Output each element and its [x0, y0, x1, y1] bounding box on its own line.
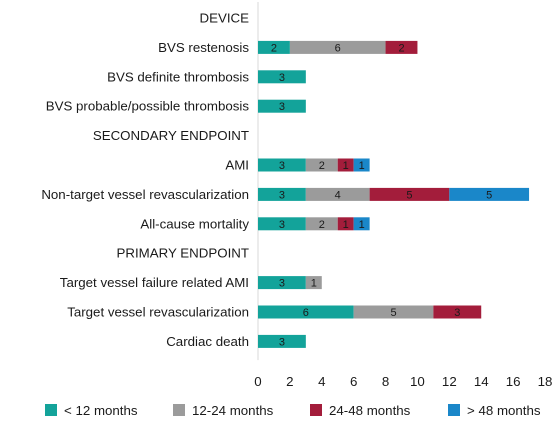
bar-segment [305, 217, 338, 231]
legend-swatch [310, 404, 322, 416]
bar-segment [385, 40, 418, 54]
bar-value-label: 1 [359, 219, 365, 231]
x-tick-label: 6 [350, 374, 357, 389]
legend-swatch [45, 404, 57, 416]
x-tick-label: 12 [442, 374, 457, 389]
category-label: BVS restenosis [158, 40, 249, 55]
bar-segment [433, 305, 482, 319]
legend-label: < 12 months [64, 403, 138, 418]
legend-label: 24-48 months [329, 403, 411, 418]
bar-segment [258, 305, 354, 319]
x-tick-label: 10 [410, 374, 425, 389]
bar-segment [305, 187, 370, 201]
bar-value-label: 3 [279, 219, 285, 231]
category-label: BVS probable/possible thrombosis [46, 99, 250, 114]
bar-value-label: 1 [343, 219, 349, 231]
bar-segment [289, 40, 386, 54]
bar-value-label: 2 [398, 42, 404, 54]
bar-value-label: 3 [279, 189, 285, 201]
bar-value-label: 3 [279, 278, 285, 290]
bar-value-label: 5 [486, 189, 492, 201]
bar-segment [337, 217, 354, 231]
category-label: Non-target vessel revascularization [41, 187, 249, 202]
legend-swatch [448, 404, 460, 416]
bar-segment [353, 305, 434, 319]
bar-value-label: 1 [359, 160, 365, 172]
bar-segment [353, 217, 370, 231]
legend-label: > 48 months [467, 403, 541, 418]
category-label: Target vessel revascularization [67, 305, 249, 320]
bar-value-label: 6 [303, 307, 309, 319]
bar-value-label: 3 [279, 160, 285, 172]
bar-value-label: 3 [279, 72, 285, 84]
bar-segment [258, 40, 290, 54]
bar-segment [337, 158, 354, 172]
legend-swatch [173, 404, 185, 416]
bar-value-label: 1 [343, 160, 349, 172]
bar-value-label: 6 [335, 42, 341, 54]
legend-label: 12-24 months [192, 403, 274, 418]
bar-segment [369, 187, 450, 201]
x-tick-label: 2 [286, 374, 293, 389]
x-tick-label: 8 [382, 374, 389, 389]
bar-value-label: 5 [406, 189, 412, 201]
category-label: All-cause mortality [140, 216, 249, 231]
category-label: BVS definite thrombosis [107, 69, 249, 84]
bar-segment [449, 187, 530, 201]
bar-value-label: 4 [335, 189, 341, 201]
bar-value-label: 3 [454, 307, 460, 319]
bar-value-label: 2 [271, 42, 277, 54]
bar-value-label: 1 [311, 278, 317, 290]
x-tick-label: 14 [474, 374, 489, 389]
bar-segment [258, 187, 306, 201]
bar-segment [258, 276, 306, 290]
bar-value-label: 3 [279, 101, 285, 113]
category-label: SECONDARY ENDPOINT [93, 128, 249, 143]
bar-segment [258, 334, 306, 348]
bar-segment [305, 276, 322, 290]
category-label: DEVICE [199, 11, 249, 26]
x-tick-label: 18 [538, 374, 553, 389]
bar-value-label: 2 [319, 219, 325, 231]
bar-segment [258, 70, 306, 84]
bar-value-label: 3 [279, 336, 285, 348]
category-label: Target vessel failure related AMI [60, 275, 249, 290]
bar-segment [258, 99, 306, 113]
x-tick-label: 0 [254, 374, 261, 389]
bar-value-label: 5 [390, 307, 396, 319]
bar-segment [353, 158, 370, 172]
bar-segment [305, 158, 338, 172]
x-tick-label: 4 [318, 374, 325, 389]
category-label: Cardiac death [166, 334, 249, 349]
bar-segment [258, 158, 306, 172]
category-label: PRIMARY ENDPOINT [116, 246, 249, 261]
bar-value-label: 2 [319, 160, 325, 172]
x-tick-label: 16 [506, 374, 521, 389]
bar-segment [258, 217, 306, 231]
category-label: AMI [225, 158, 249, 173]
